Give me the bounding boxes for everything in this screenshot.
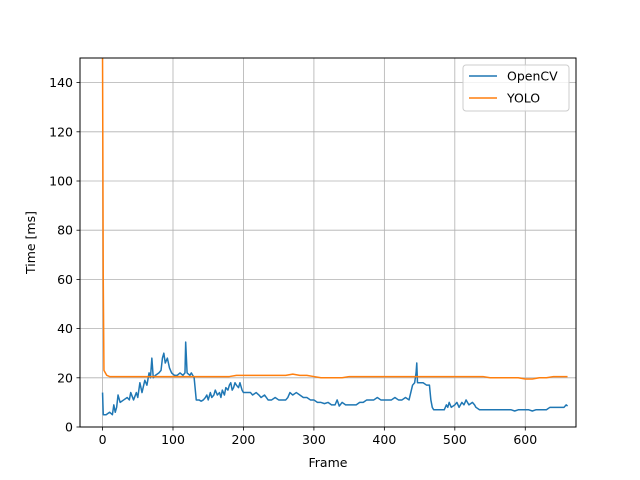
legend-label-yolo: YOLO <box>506 91 540 106</box>
y-tick-label: 80 <box>57 223 73 238</box>
legend-label-opencv: OpenCV <box>507 69 558 84</box>
y-tick-label: 60 <box>57 272 73 287</box>
x-axis-label: Frame <box>309 455 348 470</box>
x-tick-label: 100 <box>161 432 185 447</box>
x-tick-label: 600 <box>513 432 537 447</box>
y-tick-label: 120 <box>49 124 73 139</box>
plot-area-frame <box>79 57 577 428</box>
y-tick-label: 140 <box>49 75 73 90</box>
y-tick-label: 20 <box>57 370 73 385</box>
y-tick-label: 40 <box>57 321 73 336</box>
x-tick-label: 300 <box>302 432 326 447</box>
y-axis-label: Time [ms] <box>23 211 38 275</box>
x-tick-label: 0 <box>99 432 107 447</box>
y-tick-label: 100 <box>49 174 73 189</box>
axis-ticks: 0 100 200 300 400 500 600 0 20 40 60 80 100 120 140 <box>49 75 537 447</box>
legend: OpenCV YOLO <box>462 64 570 112</box>
y-tick-label: 0 <box>65 420 73 435</box>
x-tick-label: 400 <box>372 432 396 447</box>
series-line-opencv <box>101 341 569 416</box>
x-tick-label: 200 <box>232 432 256 447</box>
x-tick-label: 500 <box>443 432 467 447</box>
series-line-yolo <box>101 58 568 380</box>
plot-series <box>101 58 569 416</box>
